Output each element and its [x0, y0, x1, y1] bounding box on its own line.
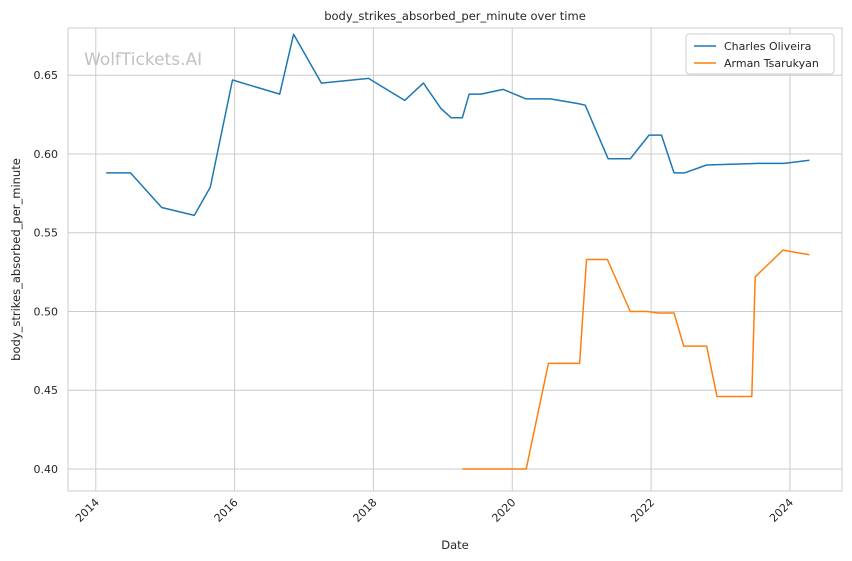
- chart-title: body_strikes_absorbed_per_minute over ti…: [324, 9, 586, 23]
- legend: Charles Oliveira Arman Tsarukyan: [685, 33, 835, 75]
- x-tick-label: 2024: [767, 496, 796, 525]
- y-tick-label: 0.65: [34, 69, 59, 82]
- legend-box: [685, 33, 835, 75]
- tick-labels: 2014 2016 2018 2020 2022 2024 0.40 0.45 0.50 0.55…: [34, 69, 797, 525]
- y-tick-label: 0.60: [34, 148, 59, 161]
- y-axis-label: body_strikes_absorbed_per_minute: [9, 158, 23, 361]
- y-tick-label: 0.40: [34, 463, 59, 476]
- grid: [68, 28, 842, 491]
- plot-frame: [67, 27, 843, 492]
- y-tick-label: 0.55: [34, 227, 59, 240]
- x-axis-label: Date: [441, 538, 469, 552]
- y-tick-label: 0.50: [34, 305, 59, 318]
- x-tick-label: 2016: [212, 496, 241, 525]
- legend-label-0: Charles Oliveira: [724, 40, 811, 53]
- series-line-1: [462, 249, 810, 470]
- series-layer: [106, 33, 810, 470]
- x-tick-label: 2018: [351, 496, 380, 525]
- y-tick-label: 0.45: [34, 384, 59, 397]
- x-tick-label: 2020: [489, 496, 518, 525]
- watermark-text: WolfTickets.AI: [84, 50, 202, 70]
- legend-label-1: Arman Tsarukyan: [724, 57, 819, 70]
- x-tick-label: 2022: [628, 496, 657, 525]
- series-line-0: [106, 33, 810, 217]
- x-tick-label: 2014: [73, 496, 102, 525]
